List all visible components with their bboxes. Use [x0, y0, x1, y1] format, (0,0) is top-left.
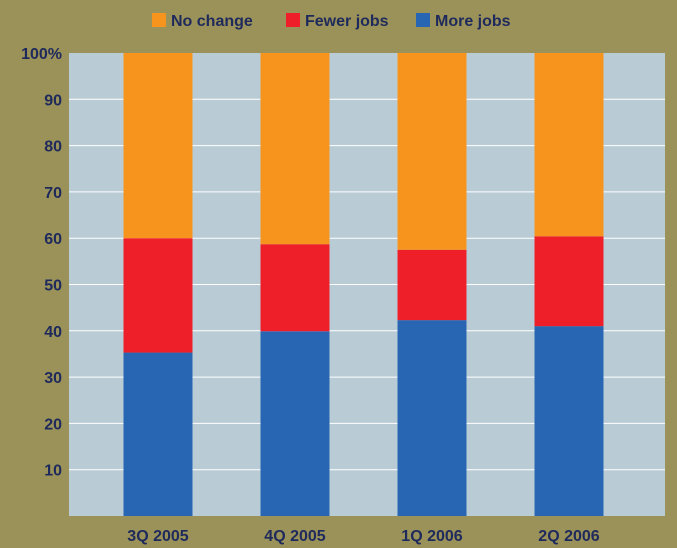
legend-swatch-no-change — [152, 13, 166, 27]
y-tick-label: 20 — [44, 416, 62, 433]
x-tick-label: 2Q 2006 — [538, 528, 599, 545]
x-tick-label: 4Q 2005 — [264, 528, 325, 545]
y-tick-label: 60 — [44, 231, 62, 248]
bar-segment-no-change-4q-2005 — [260, 53, 330, 245]
legend-label-fewer-jobs: Fewer jobs — [305, 13, 389, 30]
x-tick-label: 1Q 2006 — [401, 528, 462, 545]
y-tick-label: 10 — [44, 463, 62, 480]
legend-swatch-fewer-jobs — [286, 13, 300, 27]
y-tick-label: 70 — [44, 185, 62, 202]
bar-segment-fewer-jobs-3q-2005 — [123, 238, 193, 353]
bar-segment-more-jobs-4q-2005 — [260, 331, 330, 516]
bar-segment-no-change-3q-2005 — [123, 53, 193, 239]
bars — [123, 53, 604, 516]
bar-segment-fewer-jobs-1q-2006 — [397, 249, 467, 321]
bar-segment-more-jobs-1q-2006 — [397, 320, 467, 516]
bar-segment-no-change-1q-2006 — [397, 53, 467, 250]
bar-segment-more-jobs-2q-2006 — [534, 326, 604, 516]
bar-segment-no-change-2q-2006 — [534, 53, 604, 237]
bar-segment-fewer-jobs-2q-2006 — [534, 236, 604, 327]
legend: No change Fewer jobs More jobs — [152, 13, 511, 30]
y-tick-label: 30 — [44, 370, 62, 387]
y-tick-label: 40 — [44, 324, 62, 341]
y-tick-label: 100% — [21, 46, 62, 63]
y-tick-label: 50 — [44, 278, 62, 295]
x-tick-label: 3Q 2005 — [127, 528, 188, 545]
y-tick-label: 90 — [44, 92, 62, 109]
y-axis: 10 20 30 40 50 60 70 80 90 100% — [21, 46, 62, 480]
legend-label-more-jobs: More jobs — [435, 13, 511, 30]
legend-label-no-change: No change — [171, 13, 253, 30]
bar-segment-fewer-jobs-4q-2005 — [260, 244, 330, 332]
bar-segment-more-jobs-3q-2005 — [123, 352, 193, 516]
legend-swatch-more-jobs — [416, 13, 430, 27]
x-axis: 3Q 2005 4Q 2005 1Q 2006 2Q 2006 — [127, 528, 599, 545]
y-tick-label: 80 — [44, 139, 62, 156]
